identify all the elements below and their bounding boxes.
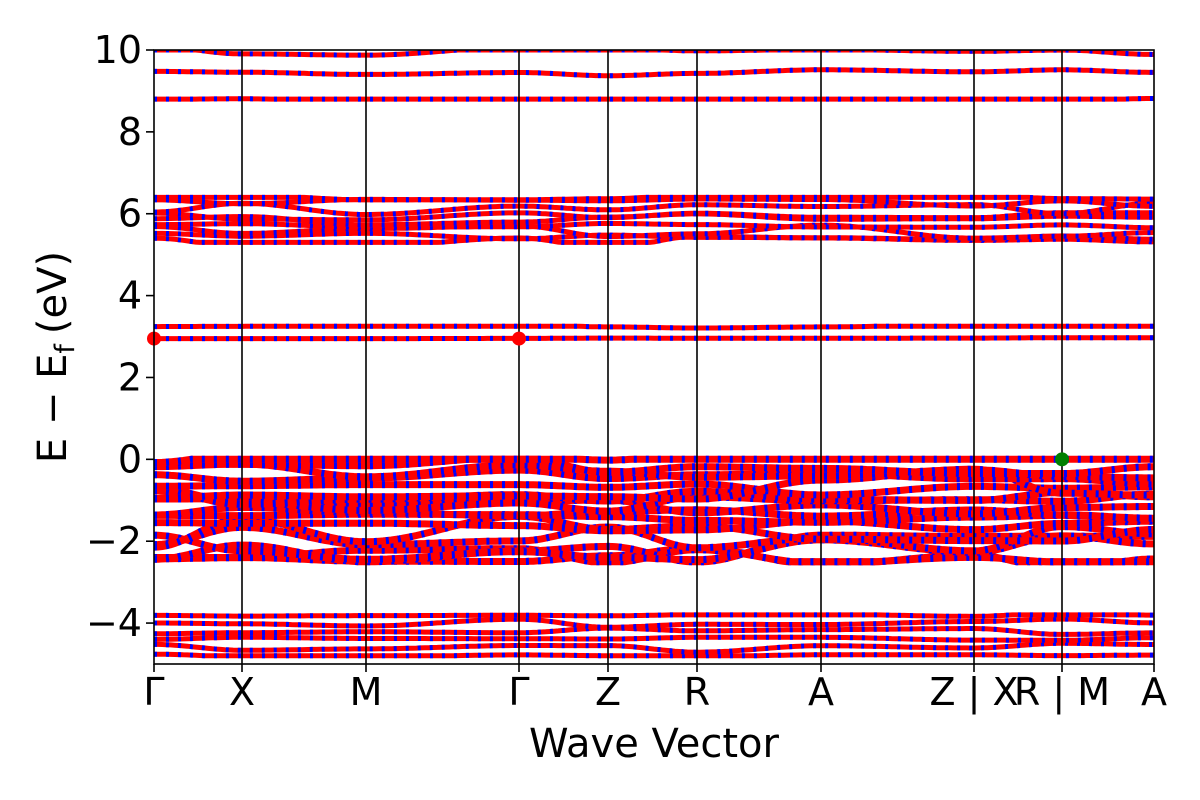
cbm-marker [512,331,526,346]
band-line [154,480,1154,499]
x-tick-label: A [808,670,834,714]
band-line [154,221,1154,231]
band-line [154,634,1154,643]
band-line [154,651,1154,659]
y-tick-label: −4 [86,601,142,645]
band-line [154,517,1154,535]
vbm-marker [1055,452,1069,467]
y-axis-title-unit: (eV) [30,251,76,334]
y-tick-label: 4 [118,274,142,318]
x-tick-label: Γ [143,670,164,714]
band-line [154,67,1154,79]
y-tick-label: 2 [118,355,142,399]
band-line [154,96,1154,102]
y-tick-label: 0 [118,437,142,481]
x-tick-label: R [684,670,710,714]
band-line [154,612,1154,619]
x-tick-label: M [350,670,383,714]
y-axis-title-main: E − E [30,354,76,464]
high-symmetry-lines [241,50,1063,664]
x-tick-label: Γ [508,670,529,714]
x-tick-label: R | M [1014,670,1110,715]
x-tick-label: A [1141,670,1167,714]
y-tick-label: 10 [94,28,142,72]
band-line-dash [154,523,1154,555]
band-line [154,323,1154,331]
band-line [154,222,1154,241]
band-line [154,455,1154,466]
bands-layer [154,50,1154,659]
band-line [154,616,1154,630]
band-line-dash [154,531,1154,564]
band-line [154,194,1154,203]
band-line-dash [154,485,1154,515]
band-line [154,455,1154,477]
y-tick-label: 6 [118,192,142,236]
band-line [154,210,1154,223]
band-line [154,640,1154,655]
y-tick-label: −2 [86,519,142,563]
x-tick-label: Z [595,670,621,714]
x-tick-label: X [229,670,255,714]
x-axis-ticks: Γ X M Γ Z R A Z | XR | M A [143,664,1167,715]
band-line [154,335,1154,342]
y-axis-ticks: 10 8 6 4 2 0 −2 −4 [86,28,154,645]
y-tick-label: 8 [118,110,142,154]
band-line [154,50,1154,58]
band-line-dash [154,487,1154,508]
x-axis-title: Wave Vector [529,721,780,767]
x-tick-label: Z | X [929,670,1018,715]
y-axis-title-subscript: f [50,343,81,354]
band-line [154,625,1154,637]
plot-frame [153,49,1155,665]
y-axis-title: E − Ef (eV) [30,251,81,463]
